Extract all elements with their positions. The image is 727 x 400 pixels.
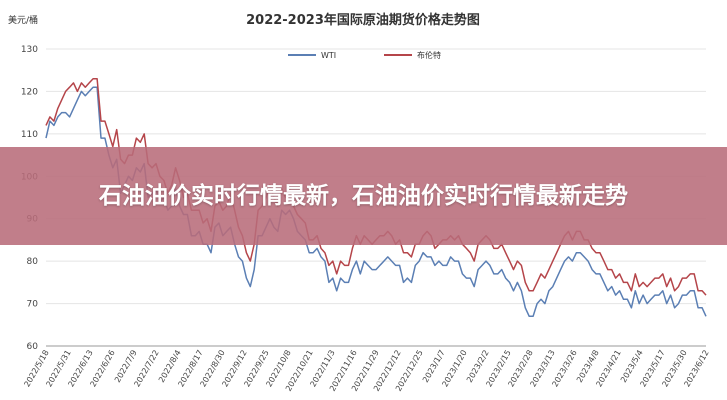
legend-label: 布伦特 — [417, 50, 441, 60]
chart-title: 2022-2023年国际原油期货价格走势图 — [246, 12, 480, 28]
y-tick-label: 60 — [27, 342, 39, 352]
y-tick-label: 110 — [21, 130, 38, 140]
y-tick-label: 70 — [27, 300, 39, 310]
y-tick-label: 80 — [27, 257, 39, 267]
legend-label: WTI — [321, 51, 336, 60]
y-axis-label: 美元/桶 — [8, 14, 38, 26]
y-tick-label: 130 — [21, 45, 38, 55]
headline-banner: 石油油价实时行情最新，石油油价实时行情最新走势 — [0, 147, 727, 245]
x-tick-labels: 2022/5/182022/5/312022/6/132022/6/262022… — [22, 349, 710, 393]
y-tick-label: 120 — [21, 87, 38, 97]
legend: WTI 布伦特 — [288, 50, 441, 60]
headline-text: 石油油价实时行情最新，石油油价实时行情最新走势 — [99, 182, 628, 209]
